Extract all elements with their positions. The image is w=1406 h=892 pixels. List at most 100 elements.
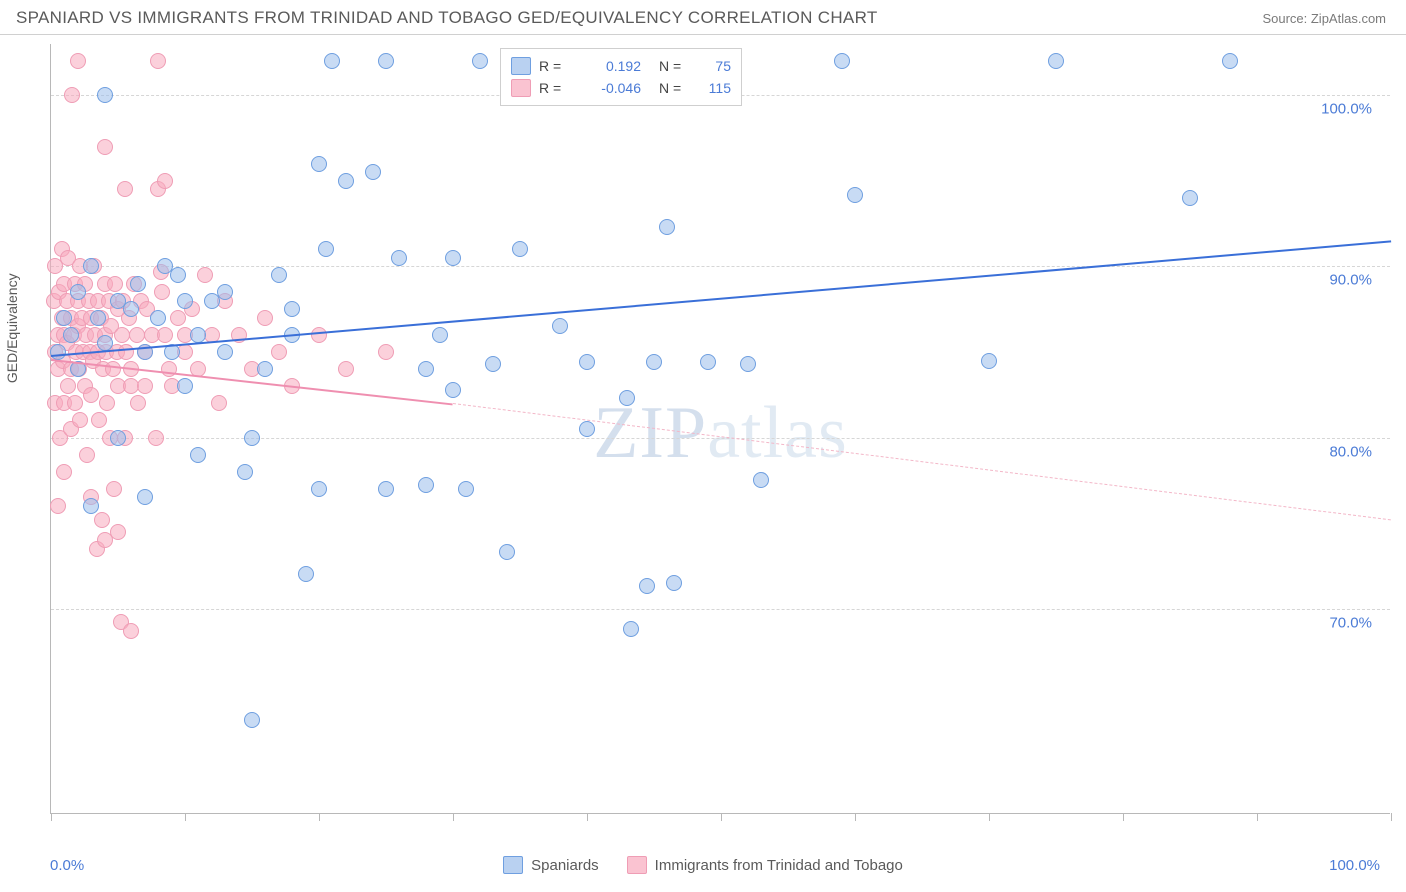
- scatter-point-pink: [123, 623, 139, 639]
- scatter-point-blue: [458, 481, 474, 497]
- scatter-point-pink: [56, 464, 72, 480]
- scatter-point-blue: [271, 267, 287, 283]
- chart-source: Source: ZipAtlas.com: [1262, 11, 1386, 26]
- scatter-point-pink: [157, 327, 173, 343]
- x-tick: [1257, 813, 1258, 821]
- x-tick: [185, 813, 186, 821]
- scatter-point-blue: [137, 489, 153, 505]
- legend-n-label: N =: [659, 80, 687, 96]
- scatter-point-blue: [338, 173, 354, 189]
- chart-header: SPANIARD VS IMMIGRANTS FROM TRINIDAD AND…: [0, 0, 1406, 35]
- legend-swatch: [511, 57, 531, 75]
- legend-r-value: -0.046: [581, 80, 641, 96]
- scatter-point-blue: [217, 284, 233, 300]
- scatter-point-pink: [105, 361, 121, 377]
- scatter-point-blue: [418, 477, 434, 493]
- scatter-point-pink: [110, 524, 126, 540]
- legend-r-label: R =: [539, 80, 573, 96]
- scatter-point-pink: [72, 412, 88, 428]
- scatter-point-pink: [50, 498, 66, 514]
- legend-series-label: Immigrants from Trinidad and Tobago: [655, 857, 903, 874]
- scatter-point-blue: [324, 53, 340, 69]
- gridline: [51, 266, 1390, 267]
- scatter-point-blue: [700, 354, 716, 370]
- x-tick: [319, 813, 320, 821]
- scatter-point-blue: [1222, 53, 1238, 69]
- scatter-point-pink: [150, 53, 166, 69]
- scatter-point-pink: [107, 276, 123, 292]
- scatter-point-pink: [60, 378, 76, 394]
- legend-series: Spaniards Immigrants from Trinidad and To…: [0, 856, 1406, 878]
- scatter-point-pink: [338, 361, 354, 377]
- scatter-point-pink: [99, 395, 115, 411]
- scatter-point-pink: [79, 447, 95, 463]
- scatter-point-blue: [110, 430, 126, 446]
- scatter-point-blue: [284, 301, 300, 317]
- scatter-point-blue: [190, 447, 206, 463]
- scatter-point-blue: [418, 361, 434, 377]
- scatter-point-blue: [244, 712, 260, 728]
- scatter-point-pink: [70, 53, 86, 69]
- scatter-point-blue: [244, 430, 260, 446]
- scatter-point-pink: [257, 310, 273, 326]
- scatter-point-blue: [485, 356, 501, 372]
- x-tick: [1391, 813, 1392, 821]
- scatter-point-blue: [63, 327, 79, 343]
- scatter-point-blue: [512, 241, 528, 257]
- scatter-point-blue: [83, 258, 99, 274]
- legend-series-label: Spaniards: [531, 857, 599, 874]
- scatter-point-pink: [211, 395, 227, 411]
- x-tick: [1123, 813, 1124, 821]
- scatter-point-pink: [378, 344, 394, 360]
- scatter-point-blue: [847, 187, 863, 203]
- scatter-point-blue: [623, 621, 639, 637]
- scatter-point-blue: [70, 284, 86, 300]
- scatter-point-blue: [237, 464, 253, 480]
- legend-series-item: Immigrants from Trinidad and Tobago: [627, 856, 903, 874]
- y-tick-label: 70.0%: [1329, 614, 1372, 631]
- scatter-point-blue: [445, 250, 461, 266]
- scatter-point-blue: [177, 378, 193, 394]
- scatter-point-blue: [97, 87, 113, 103]
- scatter-point-pink: [271, 344, 287, 360]
- trendline-pink-extrapolated: [453, 403, 1391, 520]
- legend-swatch: [511, 79, 531, 97]
- legend-swatch: [503, 856, 523, 874]
- scatter-point-pink: [130, 395, 146, 411]
- scatter-point-blue: [50, 344, 66, 360]
- scatter-point-blue: [445, 382, 461, 398]
- scatter-point-pink: [64, 87, 80, 103]
- scatter-point-pink: [97, 139, 113, 155]
- scatter-point-blue: [499, 544, 515, 560]
- scatter-point-pink: [311, 327, 327, 343]
- scatter-point-blue: [150, 310, 166, 326]
- scatter-point-blue: [311, 156, 327, 172]
- scatter-point-blue: [90, 310, 106, 326]
- y-tick-label: 90.0%: [1329, 272, 1372, 289]
- scatter-point-pink: [106, 481, 122, 497]
- scatter-point-blue: [83, 498, 99, 514]
- x-tick: [587, 813, 588, 821]
- scatter-point-blue: [432, 327, 448, 343]
- legend-swatch: [627, 856, 647, 874]
- scatter-point-blue: [579, 421, 595, 437]
- scatter-point-blue: [190, 327, 206, 343]
- scatter-point-pink: [154, 284, 170, 300]
- scatter-point-blue: [981, 353, 997, 369]
- scatter-point-blue: [378, 53, 394, 69]
- scatter-point-blue: [311, 481, 327, 497]
- x-tick: [855, 813, 856, 821]
- watermark-thin: atlas: [707, 391, 848, 473]
- scatter-point-blue: [1182, 190, 1198, 206]
- scatter-point-blue: [170, 267, 186, 283]
- scatter-point-blue: [1048, 53, 1064, 69]
- scatter-point-blue: [579, 354, 595, 370]
- scatter-point-blue: [472, 53, 488, 69]
- trendline-blue: [51, 241, 1391, 358]
- scatter-point-blue: [177, 293, 193, 309]
- scatter-point-blue: [391, 250, 407, 266]
- scatter-point-pink: [157, 173, 173, 189]
- legend-series-item: Spaniards: [503, 856, 599, 874]
- plot-area: ZIPatlas 70.0%80.0%90.0%100.0%: [50, 44, 1390, 814]
- scatter-point-blue: [646, 354, 662, 370]
